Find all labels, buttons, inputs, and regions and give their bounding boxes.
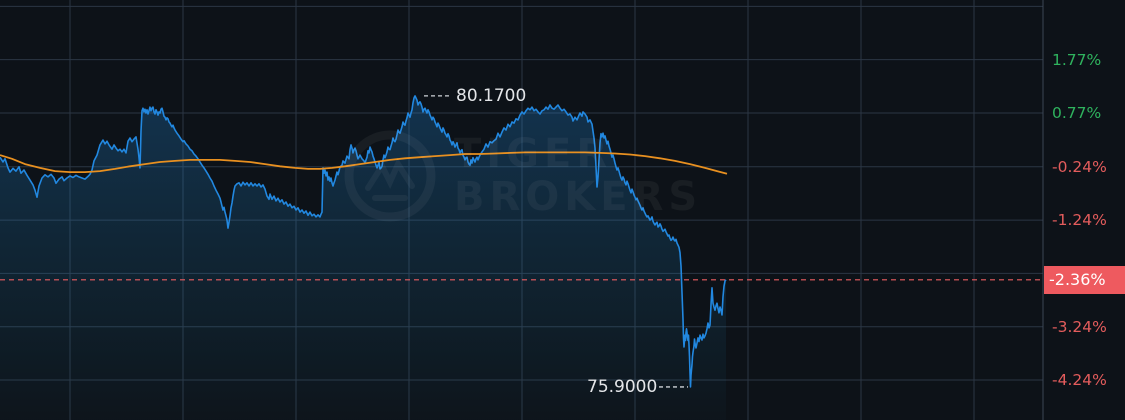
y-axis-tick-label: -3.24% [1052,317,1107,336]
y-axis-tick-label: -0.24% [1052,157,1107,176]
y-axis-tick-label: 1.77% [1052,50,1102,69]
price-area-fill [0,95,726,420]
high-low-marker-dashes [424,95,688,388]
price-line [0,95,727,388]
y-axis-tick-label: -4.24% [1052,370,1107,389]
day-low-price-label: 75.9000 [587,376,658,397]
moving-average-line [0,151,728,175]
y-axis-tick-label: 0.77% [1052,103,1102,122]
last-change-badge: -2.36% [1044,265,1125,294]
y-axis-tick-label: -1.24% [1052,211,1107,230]
day-high-price-label: 80.1700 [456,85,527,106]
